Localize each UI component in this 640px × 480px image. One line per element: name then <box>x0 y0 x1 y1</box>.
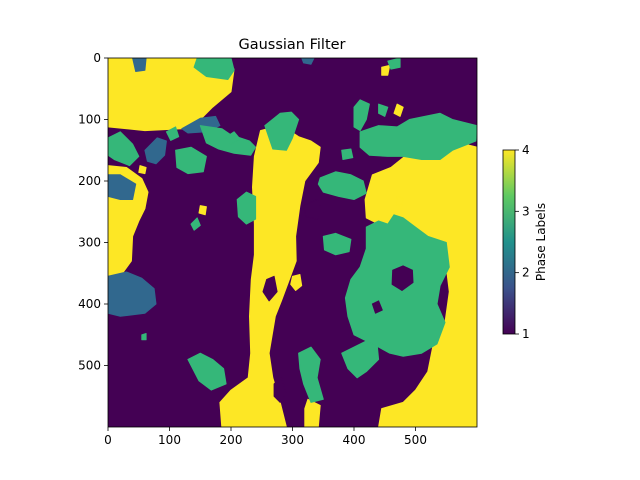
phase-regions <box>108 58 477 427</box>
phase-2-region <box>144 137 167 165</box>
colorbar-ticks: 1 2 3 4 <box>515 143 530 341</box>
phase-1-region <box>371 300 383 314</box>
y-tick-label: 300 <box>78 236 101 250</box>
phase-2-region <box>108 174 137 200</box>
phase-3-region <box>190 217 201 231</box>
x-tick-label: 0 <box>104 433 112 447</box>
phase-3-region <box>187 352 227 391</box>
x-tick-label: 100 <box>158 433 181 447</box>
x-tick-label: 200 <box>220 433 243 447</box>
y-tick-label: 200 <box>78 174 101 188</box>
phase-2-region <box>108 271 157 317</box>
phase-3-region <box>378 103 389 117</box>
colorbar-tick-label: 2 <box>522 266 530 280</box>
phase-3-region <box>341 340 380 379</box>
phase-3-region <box>387 58 401 70</box>
y-tick-label: 500 <box>78 359 101 373</box>
colorbar-tick-label: 1 <box>522 327 530 341</box>
phase-4-region <box>381 64 391 76</box>
phase-3-region <box>193 58 235 80</box>
phase-3-region <box>175 146 207 175</box>
colorbar-gradient <box>503 150 515 334</box>
phase-1-region <box>273 377 287 403</box>
colorbar-tick-label: 4 <box>522 143 530 157</box>
phase-3-region <box>322 232 352 256</box>
y-tick-label: 100 <box>78 113 101 127</box>
phase-3-region <box>236 191 257 225</box>
x-tick-label: 300 <box>281 433 304 447</box>
colorbar: 1 2 3 4 Phase Labels <box>502 143 548 341</box>
phase-4-region <box>304 398 321 427</box>
phase-4-region <box>198 205 207 216</box>
phase-3-region <box>353 99 370 132</box>
phase-3-region <box>359 112 477 160</box>
phase-1-region <box>303 199 324 220</box>
y-tick-label: 0 <box>93 51 101 65</box>
phase-3-region <box>141 333 147 341</box>
plot-area <box>107 57 478 428</box>
chart-title: Gaussian Filter <box>238 37 345 53</box>
phase-4-region <box>393 103 404 117</box>
phase-4-region <box>219 126 321 427</box>
phase-3-region <box>298 346 324 403</box>
colorbar-frame <box>502 149 516 335</box>
x-tick-label: 400 <box>343 433 366 447</box>
phase-4-region <box>395 195 404 207</box>
phase-3-region <box>165 126 180 141</box>
phase-3-region <box>341 148 354 160</box>
phase-4-region <box>290 274 303 291</box>
x-tick-label: 500 <box>404 433 427 447</box>
phase-3-region <box>317 171 367 200</box>
phase-3-region <box>224 131 241 145</box>
phase-1-region <box>391 265 414 291</box>
phase-4-region <box>138 165 147 175</box>
x-axis: 0 100 200 300 400 500 <box>104 427 427 447</box>
phase-2-region <box>132 58 147 72</box>
phase-1-region <box>262 275 278 302</box>
phase-2-region <box>301 58 315 65</box>
colorbar-tick-label: 3 <box>522 204 530 218</box>
y-tick-label: 400 <box>78 297 101 311</box>
colorbar-label: Phase Labels <box>534 203 548 281</box>
y-axis: 0 100 200 300 400 500 <box>78 51 108 373</box>
phase-3-region <box>108 131 140 167</box>
phase-3-region <box>264 111 300 151</box>
